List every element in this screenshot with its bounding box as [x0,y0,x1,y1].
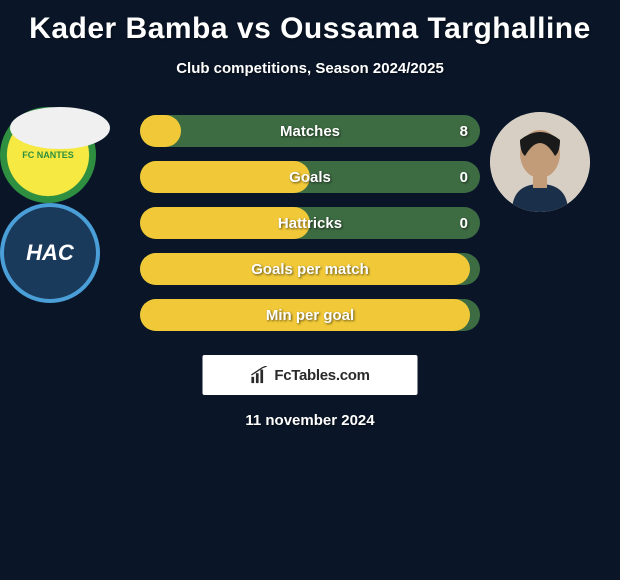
club-left-text: FC NANTES [22,151,74,160]
stat-bar-label: Min per goal [140,299,480,331]
stat-bar-label: Matches [140,115,480,147]
date-text: 11 november 2024 [0,412,620,429]
brand-chart-icon [250,366,268,384]
brand-text: FcTables.com [274,367,369,384]
stat-bar-row: Min per goal [140,299,480,331]
stat-bars: Matches8Goals0Hattricks0Goals per matchM… [140,115,480,345]
stat-bar-label: Goals [140,161,480,193]
comparison-area: FC NANTES HAC Matches8Goals0Hattricks0Go… [0,107,620,357]
stat-bar-value-right: 8 [460,115,468,147]
player-right-avatar [490,112,590,212]
stat-bar-row: Goals0 [140,161,480,193]
stat-bar-value-right: 0 [460,207,468,239]
stat-bar-row: Goals per match [140,253,480,285]
stat-bar-value-right: 0 [460,161,468,193]
stat-bar-row: Hattricks0 [140,207,480,239]
player-left-avatar [10,107,110,149]
page-title: Kader Bamba vs Oussama Targhalline [0,0,620,46]
stat-bar-row: Matches8 [140,115,480,147]
club-right-text: HAC [26,240,74,266]
stat-bar-label: Goals per match [140,253,480,285]
subtitle: Club competitions, Season 2024/2025 [0,60,620,77]
club-right-badge: HAC [0,203,100,303]
stat-bar-label: Hattricks [140,207,480,239]
player-silhouette-icon [490,112,590,212]
brand-box: FcTables.com [203,355,418,395]
